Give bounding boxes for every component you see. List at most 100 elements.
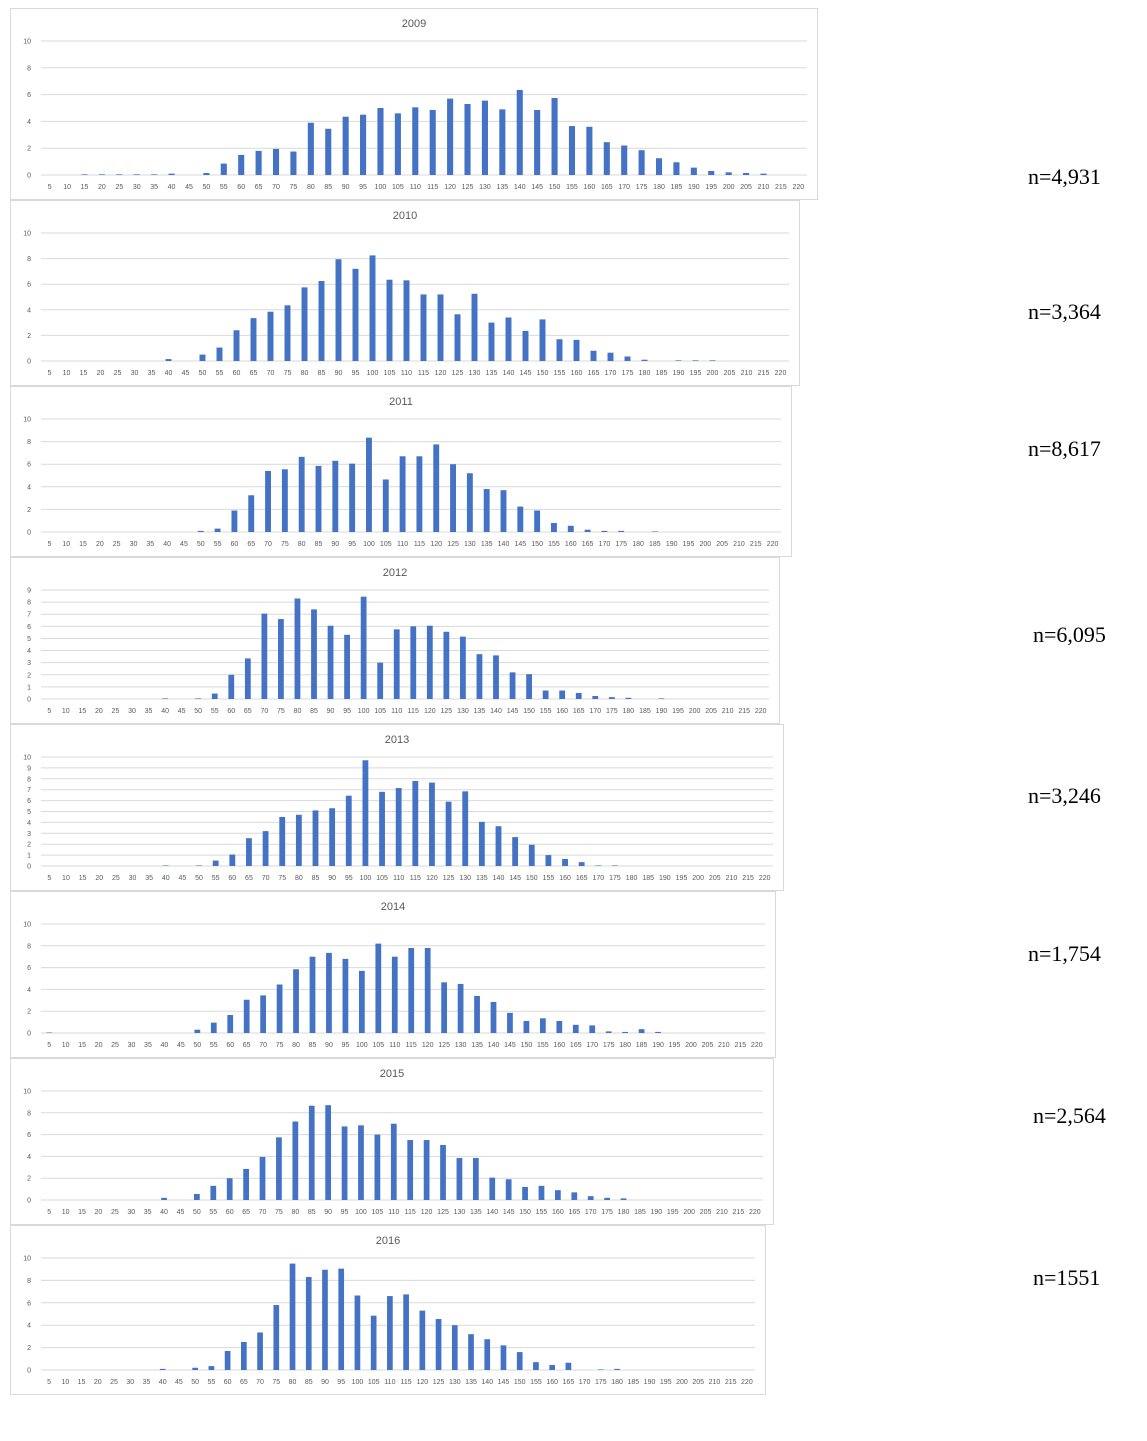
y-tick-label: 0 xyxy=(27,1368,31,1375)
x-tick-label: 55 xyxy=(216,370,224,377)
x-tick-label: 5 xyxy=(47,1379,51,1386)
x-tick-label: 100 xyxy=(375,184,387,191)
x-tick-label: 115 xyxy=(418,370,429,377)
x-tick-label: 130 xyxy=(469,370,481,377)
x-tick-label: 30 xyxy=(129,875,137,882)
x-tick-label: 50 xyxy=(202,184,210,191)
bar-70 xyxy=(260,995,267,1033)
bar-50 xyxy=(192,1367,198,1370)
x-tick-label: 205 xyxy=(692,1379,704,1386)
x-tick-label: 125 xyxy=(441,708,453,715)
bar-130 xyxy=(466,473,473,532)
x-tick-label: 160 xyxy=(565,541,577,548)
bar-40 xyxy=(165,359,172,361)
y-tick-label: 8 xyxy=(27,256,31,263)
x-tick-label: 120 xyxy=(430,541,442,548)
x-tick-label: 35 xyxy=(148,370,156,377)
x-tick-label: 215 xyxy=(733,1209,745,1216)
bar-75 xyxy=(273,1305,280,1370)
bar-60 xyxy=(238,154,245,175)
bar-150 xyxy=(526,674,532,699)
x-tick-label: 45 xyxy=(180,541,188,548)
x-tick-label: 10 xyxy=(62,875,70,882)
y-tick-label: 1 xyxy=(27,853,31,860)
bar-115 xyxy=(408,947,415,1033)
sample-size-label: n=1551 xyxy=(1033,1265,1101,1290)
bar-85 xyxy=(311,609,317,699)
x-tick-label: 10 xyxy=(62,541,70,548)
bar-55 xyxy=(210,1185,217,1200)
sample-size-label: n=2,564 xyxy=(1033,1103,1106,1128)
bar-140 xyxy=(500,490,507,532)
y-tick-label: 5 xyxy=(27,809,31,816)
bar-150 xyxy=(522,1186,528,1200)
x-tick-label: 215 xyxy=(742,875,754,882)
x-tick-label: 170 xyxy=(589,708,601,715)
x-tick-label: 120 xyxy=(421,1209,433,1216)
x-tick-label: 135 xyxy=(476,875,488,882)
bar-155 xyxy=(556,339,563,361)
bar-20 xyxy=(98,174,105,175)
x-tick-label: 165 xyxy=(573,708,585,715)
bar-145 xyxy=(534,110,541,175)
bar-165 xyxy=(571,1192,578,1200)
x-tick-label: 180 xyxy=(619,1042,631,1049)
chart-panel-2016: 2016 0 2 4 6 8 10 5 10 15 20 25 30 35 40 45 50 55 60 65 70 75… xyxy=(10,1225,766,1395)
x-tick-label: 195 xyxy=(676,875,688,882)
x-tick-label: 210 xyxy=(733,541,745,548)
bar-160 xyxy=(573,339,580,361)
x-tick-label: 50 xyxy=(199,370,207,377)
bar-135 xyxy=(499,109,506,175)
bar-160 xyxy=(567,525,574,532)
x-tick-label: 40 xyxy=(162,875,170,882)
y-tick-label: 8 xyxy=(27,65,31,72)
x-tick-label: 200 xyxy=(676,1379,688,1386)
x-tick-label: 140 xyxy=(481,1379,493,1386)
bar-120 xyxy=(424,947,431,1033)
bar-150 xyxy=(534,510,541,532)
x-tick-label: 185 xyxy=(671,184,683,191)
bar-95 xyxy=(341,1126,348,1200)
x-tick-label: 200 xyxy=(692,875,704,882)
x-tick-label: 205 xyxy=(705,708,717,715)
x-tick-label: 35 xyxy=(144,1042,152,1049)
x-tick-label: 20 xyxy=(94,1379,102,1386)
bar-125 xyxy=(450,464,456,532)
bar-105 xyxy=(370,1315,377,1370)
bar-155 xyxy=(533,1362,539,1370)
x-tick-label: 175 xyxy=(606,708,618,715)
y-tick-label: 8 xyxy=(27,439,31,446)
x-tick-label: 50 xyxy=(194,708,202,715)
x-tick-label: 105 xyxy=(368,1379,380,1386)
bar-90 xyxy=(325,1105,332,1200)
sample-size-label: n=3,246 xyxy=(1028,783,1101,808)
bar-150 xyxy=(528,844,535,866)
bar-140 xyxy=(516,89,523,175)
x-tick-label: 70 xyxy=(259,1042,267,1049)
x-tick-label: 100 xyxy=(358,708,370,715)
x-tick-label: 70 xyxy=(267,370,275,377)
bar-195 xyxy=(692,360,699,361)
x-tick-label: 10 xyxy=(63,370,71,377)
bar-60 xyxy=(226,1178,233,1200)
x-tick-label: 210 xyxy=(716,1209,728,1216)
x-tick-label: 220 xyxy=(792,184,804,191)
x-tick-label: 70 xyxy=(262,875,270,882)
bar-185 xyxy=(651,531,658,532)
bar-75 xyxy=(281,469,288,532)
x-tick-label: 95 xyxy=(341,1209,349,1216)
bar-55 xyxy=(220,163,227,175)
x-tick-label: 220 xyxy=(749,1209,761,1216)
y-tick-label: 2 xyxy=(27,842,31,849)
x-tick-label: 190 xyxy=(650,1209,662,1216)
x-tick-label: 190 xyxy=(673,370,685,377)
bar-80 xyxy=(293,969,299,1033)
bar-145 xyxy=(507,1012,513,1033)
bar-105 xyxy=(377,662,384,699)
bar-155 xyxy=(545,855,552,866)
bar-50 xyxy=(194,1194,200,1200)
x-tick-label: 155 xyxy=(540,708,552,715)
bar-170 xyxy=(589,1025,596,1033)
bar-70 xyxy=(267,311,274,361)
